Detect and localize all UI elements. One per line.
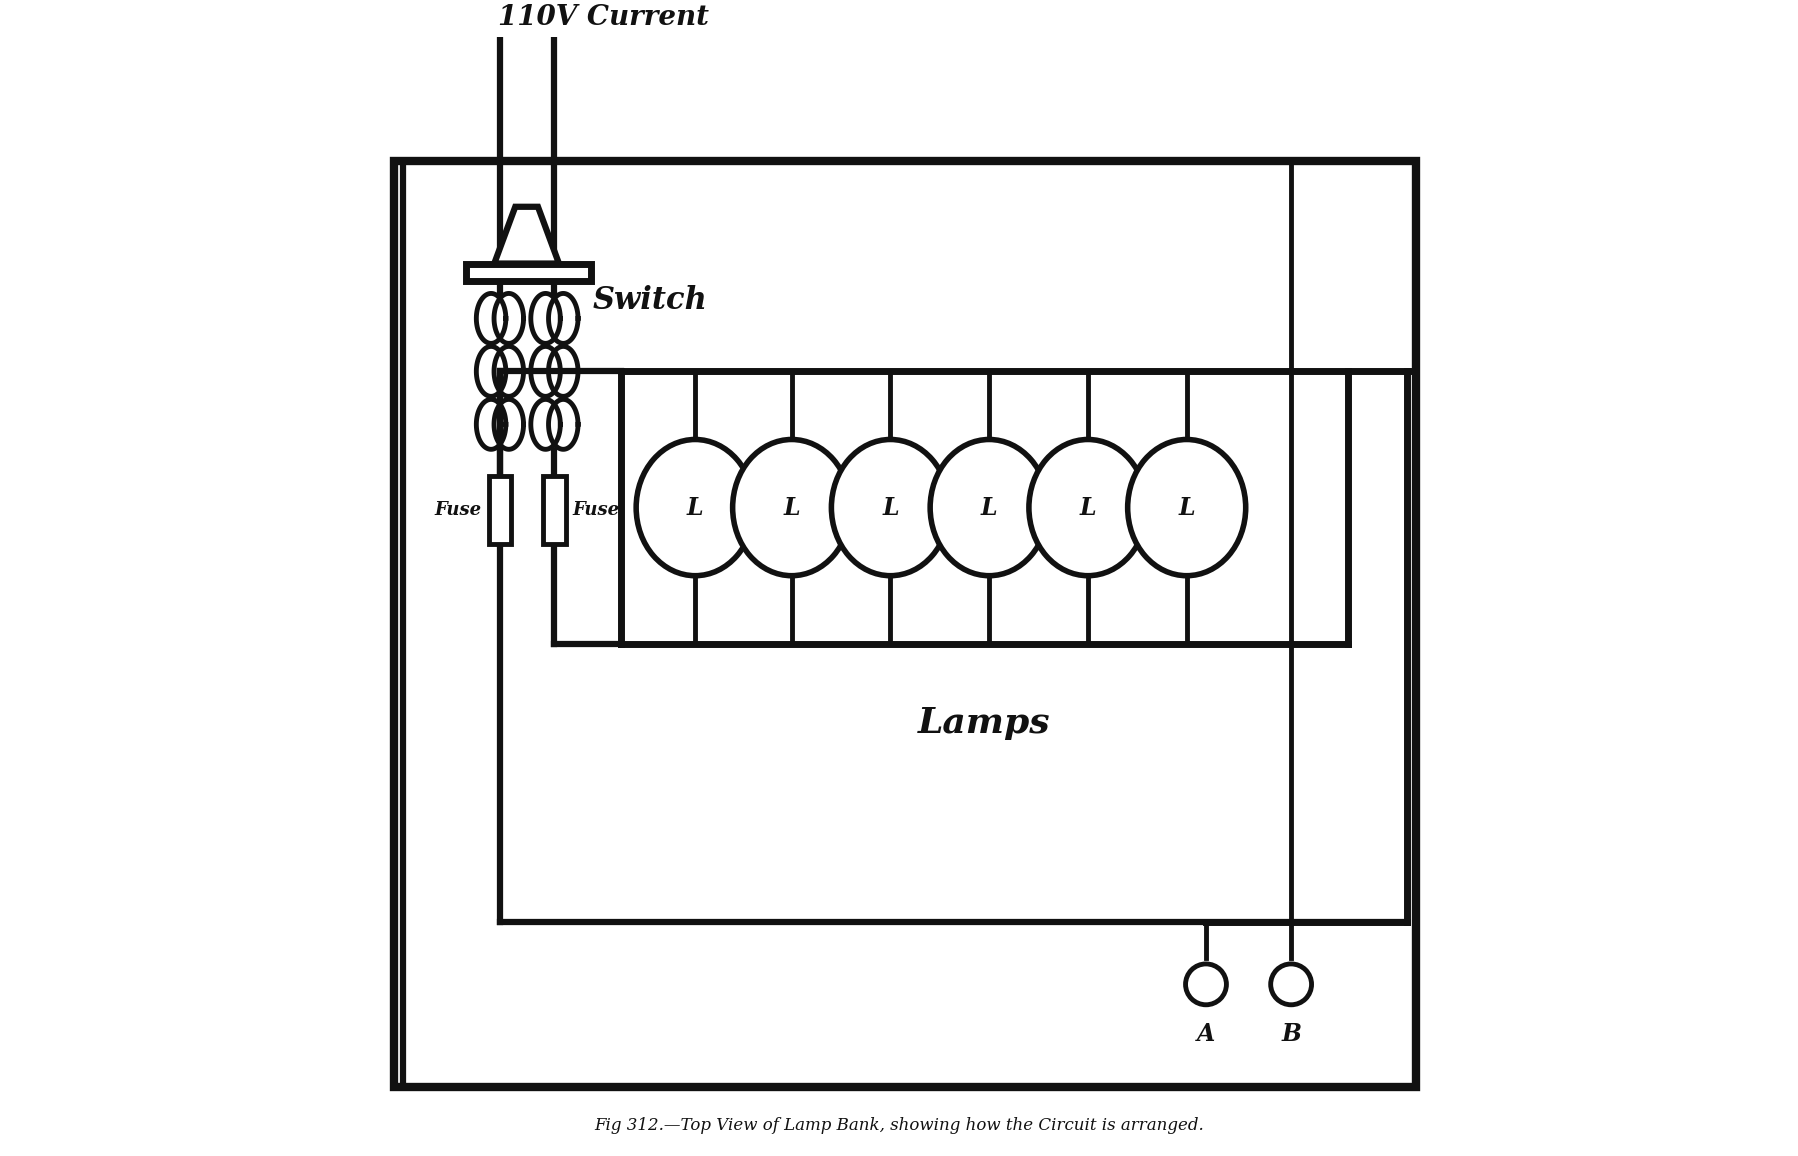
Text: B: B [1280, 1022, 1300, 1046]
Text: 110V Current: 110V Current [498, 3, 708, 31]
Text: Fuse: Fuse [435, 501, 482, 519]
Text: Fuse: Fuse [572, 501, 619, 519]
Text: L: L [687, 496, 703, 519]
Ellipse shape [732, 439, 850, 576]
Text: L: L [980, 496, 996, 519]
Polygon shape [494, 207, 559, 264]
Text: A: A [1196, 1022, 1214, 1046]
Ellipse shape [831, 439, 949, 576]
Ellipse shape [1127, 439, 1244, 576]
Text: L: L [881, 496, 899, 519]
Polygon shape [489, 476, 511, 544]
Ellipse shape [1028, 439, 1147, 576]
Polygon shape [466, 264, 590, 281]
Text: L: L [1079, 496, 1095, 519]
Text: L: L [1178, 496, 1194, 519]
Circle shape [1185, 964, 1226, 1005]
Circle shape [1269, 964, 1311, 1005]
Polygon shape [543, 476, 565, 544]
Text: Fig 312.—Top View of Lamp Bank, showing how the Circuit is arranged.: Fig 312.—Top View of Lamp Bank, showing … [595, 1117, 1203, 1134]
Text: L: L [782, 496, 800, 519]
Text: Switch: Switch [593, 286, 707, 317]
Text: Lamps: Lamps [917, 706, 1050, 740]
Ellipse shape [636, 439, 753, 576]
Ellipse shape [930, 439, 1048, 576]
